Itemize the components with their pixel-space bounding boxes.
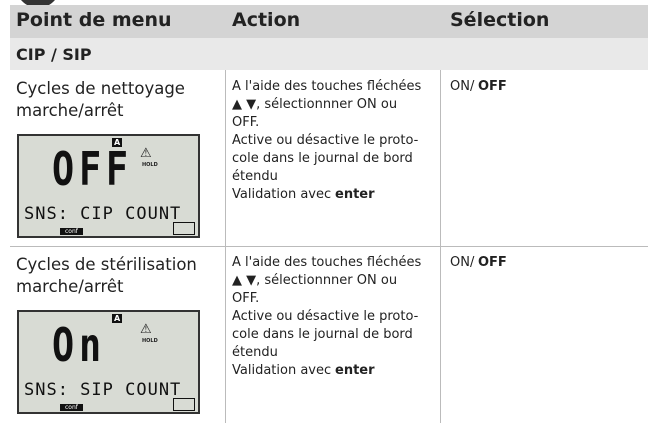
lcd-display (17, 310, 200, 414)
enter-icon (173, 222, 195, 235)
selection: OFF (478, 79, 507, 94)
action-line: cole dans le journal de bord (232, 327, 413, 342)
lcd-line: SNS: SIP COUNT (24, 380, 182, 400)
row-line (10, 246, 648, 247)
lcd-display (17, 134, 200, 238)
step-badge (16, 0, 60, 8)
action-line: OFF. (232, 115, 260, 130)
action-line: OFF. (232, 291, 260, 306)
menu-item: Cycles de stérilisation (16, 255, 197, 274)
menu-item: Cycles de nettoyage (16, 79, 185, 98)
header-cell: Sélection (450, 9, 550, 31)
action-line: étendu (232, 169, 278, 184)
selection: ON/ (450, 255, 475, 270)
header-row (10, 5, 648, 38)
header-cell: Point de menu (16, 9, 172, 31)
lcd-conf: conf (60, 404, 83, 411)
action-key: enter (335, 363, 375, 378)
warning-icon: ⚠ (140, 322, 152, 337)
menu-item: marche/arrêt (16, 101, 124, 120)
enter-icon (173, 398, 195, 411)
lcd-conf: conf (60, 228, 83, 235)
action-line: Validation avec (232, 363, 332, 378)
lcd-value: OFF (52, 142, 133, 196)
selection: OFF (478, 255, 507, 270)
lcd-hold: HOLD (142, 162, 158, 168)
action-line: A l'aide des touches fléchées (232, 255, 422, 270)
action-line: Active ou désactive le proto- (232, 309, 419, 324)
lcd-hold: HOLD (142, 338, 158, 344)
header-cell: Action (232, 9, 301, 31)
lcd-mode: A (112, 314, 123, 323)
action-key: enter (335, 187, 375, 202)
menu-item: marche/arrêt (16, 277, 124, 296)
action-line: Active ou désactive le proto- (232, 133, 419, 148)
lcd-mode: A (112, 138, 123, 147)
action-line: A l'aide des touches fléchées (232, 79, 422, 94)
action-line: étendu (232, 345, 278, 360)
warning-icon: ⚠ (140, 146, 152, 161)
section-row (10, 38, 648, 70)
action-line: Validation avec (232, 187, 332, 202)
action-line: ▲ ▼, sélectionnner ON ou (232, 273, 398, 288)
section-title: CIP / SIP (16, 45, 92, 64)
lcd-value: On (52, 318, 106, 372)
action-line: cole dans le journal de bord (232, 151, 413, 166)
action-line: ▲ ▼, sélectionnner ON ou (232, 97, 398, 112)
selection: ON/ (450, 79, 475, 94)
lcd-line: SNS: CIP COUNT (24, 204, 182, 224)
